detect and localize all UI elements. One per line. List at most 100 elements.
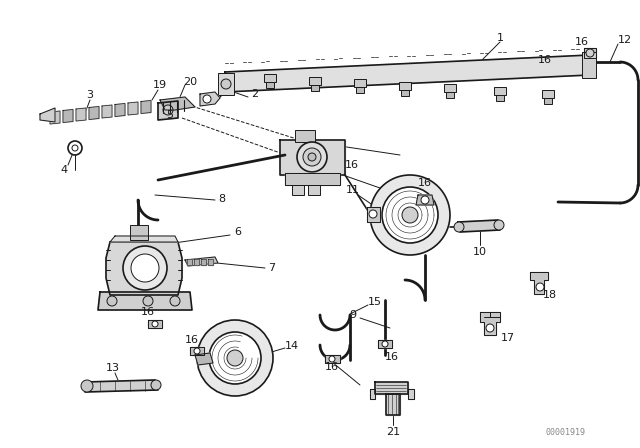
Circle shape — [369, 210, 377, 218]
Polygon shape — [208, 259, 213, 265]
Bar — [264, 74, 276, 82]
Polygon shape — [63, 109, 73, 122]
Polygon shape — [367, 207, 380, 222]
Text: 16: 16 — [538, 55, 552, 65]
Polygon shape — [110, 236, 178, 242]
Text: 10: 10 — [473, 247, 487, 257]
Polygon shape — [76, 108, 86, 121]
Circle shape — [203, 95, 211, 103]
Polygon shape — [185, 257, 218, 266]
Circle shape — [454, 222, 464, 232]
Text: 16: 16 — [385, 352, 399, 362]
Text: 15: 15 — [368, 297, 382, 307]
Text: 00001919: 00001919 — [545, 427, 585, 436]
Bar — [295, 130, 315, 142]
Polygon shape — [160, 97, 195, 110]
Bar — [399, 82, 411, 90]
Circle shape — [170, 296, 180, 306]
Circle shape — [123, 246, 167, 290]
Text: 16: 16 — [141, 307, 155, 317]
Circle shape — [586, 49, 594, 57]
Bar — [354, 79, 366, 87]
Bar — [292, 185, 304, 195]
Circle shape — [197, 320, 273, 396]
Circle shape — [151, 380, 161, 390]
Bar — [444, 84, 456, 92]
Circle shape — [382, 187, 438, 243]
Polygon shape — [378, 340, 392, 348]
Text: 19: 19 — [153, 80, 167, 90]
Polygon shape — [106, 242, 182, 295]
Circle shape — [143, 296, 153, 306]
Circle shape — [382, 341, 388, 347]
Text: 6: 6 — [234, 227, 241, 237]
Polygon shape — [98, 292, 192, 310]
Polygon shape — [102, 105, 112, 118]
Circle shape — [194, 348, 200, 354]
Bar — [496, 95, 504, 101]
Polygon shape — [190, 347, 204, 355]
Circle shape — [486, 324, 494, 332]
Polygon shape — [201, 259, 206, 265]
Text: 17: 17 — [501, 333, 515, 343]
Circle shape — [329, 356, 335, 362]
Bar — [356, 87, 364, 93]
Text: 16: 16 — [345, 160, 359, 170]
Circle shape — [81, 380, 93, 392]
Polygon shape — [416, 195, 434, 205]
Bar — [582, 52, 596, 78]
Text: 16: 16 — [418, 178, 432, 188]
Bar — [446, 92, 454, 98]
Polygon shape — [480, 312, 500, 335]
Polygon shape — [50, 111, 60, 124]
Polygon shape — [325, 355, 340, 363]
Text: 13: 13 — [106, 363, 120, 373]
Circle shape — [131, 254, 159, 282]
Circle shape — [68, 141, 82, 155]
Text: 8: 8 — [218, 194, 225, 204]
Circle shape — [421, 196, 429, 204]
Polygon shape — [187, 259, 192, 265]
Polygon shape — [148, 320, 162, 328]
Bar — [266, 82, 274, 88]
Text: 20: 20 — [183, 77, 197, 87]
Text: 3: 3 — [86, 90, 93, 100]
Text: 18: 18 — [543, 290, 557, 300]
Circle shape — [536, 283, 544, 291]
Circle shape — [297, 142, 327, 172]
Polygon shape — [458, 220, 500, 232]
Text: 2: 2 — [252, 89, 259, 99]
Polygon shape — [115, 103, 125, 116]
Circle shape — [209, 332, 261, 384]
Polygon shape — [370, 389, 375, 399]
Text: 9: 9 — [349, 310, 356, 320]
Text: 7: 7 — [268, 263, 276, 273]
Bar — [218, 73, 234, 95]
Circle shape — [227, 350, 243, 366]
Text: 16: 16 — [575, 37, 589, 47]
Polygon shape — [530, 272, 548, 294]
Bar — [309, 77, 321, 85]
Polygon shape — [584, 48, 596, 58]
Circle shape — [163, 105, 173, 115]
Polygon shape — [128, 102, 138, 115]
Polygon shape — [280, 140, 345, 175]
Polygon shape — [141, 100, 151, 113]
Polygon shape — [225, 55, 590, 92]
Polygon shape — [200, 92, 220, 106]
Bar — [308, 185, 320, 195]
Text: 16: 16 — [325, 362, 339, 372]
Bar — [130, 225, 148, 240]
Polygon shape — [375, 382, 408, 394]
Text: 14: 14 — [285, 341, 299, 351]
Circle shape — [152, 321, 158, 327]
Polygon shape — [285, 173, 340, 185]
Circle shape — [303, 148, 321, 166]
Text: 16: 16 — [185, 335, 199, 345]
Bar — [542, 90, 554, 98]
Text: 21: 21 — [386, 427, 400, 437]
Circle shape — [402, 207, 418, 223]
Polygon shape — [408, 389, 414, 399]
Polygon shape — [158, 101, 178, 120]
Circle shape — [370, 175, 450, 255]
